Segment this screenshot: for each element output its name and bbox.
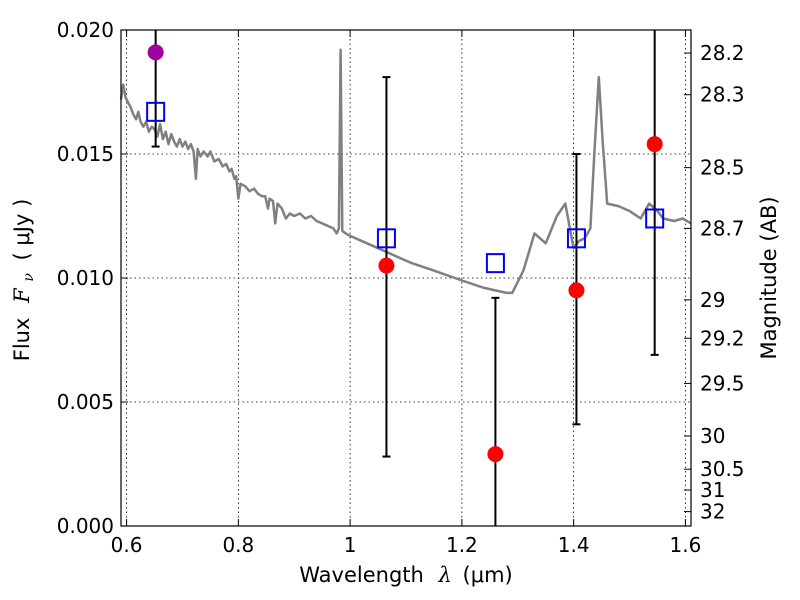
- y-axis-label-symbol: F: [10, 287, 34, 304]
- synthetic-flux-square: [376, 228, 396, 249]
- x-axis-label-prefix: Wavelength: [299, 563, 424, 587]
- right-axis-tick-label: 29.2: [700, 326, 745, 350]
- y-tick-label: 0.020: [57, 18, 114, 42]
- y-tick-label: 0.010: [57, 266, 114, 290]
- synthetic-flux-square: [566, 228, 586, 249]
- right-axis-tick-label: 28.3: [700, 83, 745, 107]
- model-spectrum-line: [119, 48, 692, 295]
- plot-series: [119, 48, 692, 295]
- x-axis-label-unit: (μm): [463, 563, 513, 587]
- tick-labels: 0.6 0.8 1 1.2 1.4 1.6 0.000 0.005 0.010 0.015 0.02…: [57, 18, 745, 557]
- y-axis-label: Flux F ν ( μJy ): [10, 199, 38, 362]
- right-axis-tick-label: 29.5: [700, 371, 745, 395]
- axis-ticks: [121, 29, 691, 527]
- optical-flux-point: [147, 44, 164, 61]
- observed-flux-point: [487, 446, 504, 463]
- synthetic-flux-square: [645, 208, 665, 229]
- right-axis-tick-label: 31: [700, 478, 725, 502]
- right-axis-tick-label: 30: [700, 424, 725, 448]
- right-axis-tick-label: 29: [700, 288, 725, 312]
- y-tick-label: 0.015: [57, 142, 114, 166]
- x-tick-label: 0.8: [222, 533, 254, 557]
- observed-flux-point: [378, 257, 395, 274]
- x-tick-label: 1: [344, 533, 357, 557]
- synthetic-flux-square: [146, 101, 166, 122]
- x-tick-label: 1.6: [670, 533, 702, 557]
- y-tick-label: 0.000: [57, 514, 114, 538]
- x-axis-label: Wavelength λ (μm): [299, 563, 512, 587]
- grid-lines: [121, 29, 691, 527]
- x-tick-label: 1.4: [558, 533, 590, 557]
- right-axis-tick-label: 32: [700, 500, 725, 524]
- x-tick-label: 1.2: [446, 533, 478, 557]
- observed-flux-point: [568, 282, 585, 299]
- right-axis-label: Magnitude (AB): [757, 196, 781, 359]
- y-axis-label-unit: ( μJy ): [10, 199, 34, 261]
- data-markers: [146, 44, 665, 463]
- x-tick-label: 0.6: [111, 533, 143, 557]
- y-tick-label: 0.005: [57, 390, 114, 414]
- y-axis-label-prefix: Flux: [10, 318, 34, 362]
- synthetic-flux-square: [485, 253, 505, 274]
- right-axis-tick-label: 28.5: [700, 156, 745, 180]
- y-axis-label-subscript: ν: [21, 273, 37, 282]
- right-axis-tick-label: 28.2: [700, 41, 745, 65]
- x-axis-label-symbol: λ: [438, 563, 452, 587]
- right-axis-tick-label: 30.5: [700, 457, 745, 481]
- observed-flux-point: [646, 136, 663, 153]
- right-axis-tick-label: 28.7: [700, 216, 745, 240]
